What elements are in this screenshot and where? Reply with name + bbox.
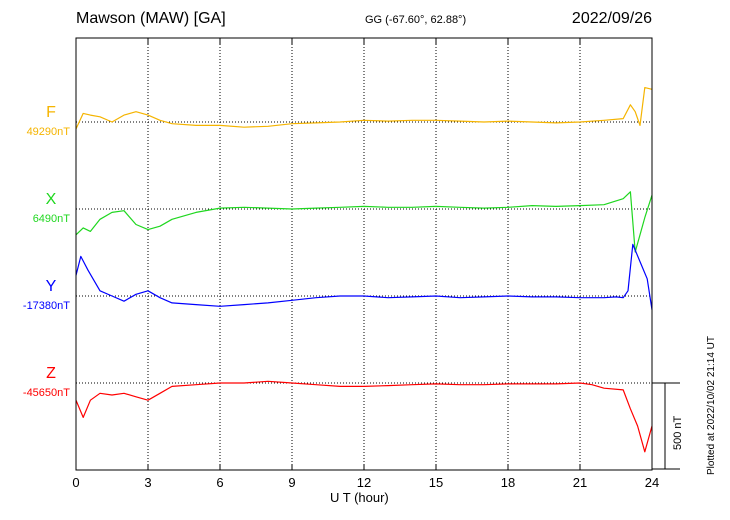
series-line-x	[75, 191, 653, 253]
component-name-z: Z	[46, 365, 56, 382]
x-tick-label: 18	[501, 475, 515, 490]
x-tick-label: 21	[573, 475, 587, 490]
x-tick-label: 15	[429, 475, 443, 490]
station-title: Mawson (MAW) [GA]	[76, 10, 226, 27]
x-axis-label: U T (hour)	[330, 490, 389, 505]
baseline-value-y: -17380nT	[22, 300, 70, 312]
grid-lines	[147, 38, 581, 470]
x-tick-label: 9	[288, 475, 295, 490]
series-line-f	[75, 86, 653, 130]
series-lines	[75, 86, 653, 453]
plot-date: 2022/09/26	[571, 10, 652, 27]
x-tick-label: 6	[216, 475, 223, 490]
x-tick-label: 12	[357, 475, 371, 490]
x-axis-ticks: 0 3 6 9 12 15 18 21 24	[72, 38, 659, 490]
scale-bar-label: 500 nT	[672, 415, 684, 450]
station-coordinates: GG (-67.60°, 62.88°)	[365, 14, 467, 26]
x-tick-label: 0	[72, 475, 79, 490]
component-name-y: Y	[45, 278, 57, 295]
plotted-timestamp: Plotted at 2022/10/02 21:14 UT	[706, 336, 717, 475]
scale-bar	[652, 382, 680, 470]
x-tick-label: 24	[645, 475, 659, 490]
x-tick-label: 3	[144, 475, 151, 490]
series-line-z	[75, 380, 653, 453]
series-line-y	[75, 243, 653, 310]
component-name-f: F	[46, 104, 56, 121]
component-name-x: X	[45, 191, 57, 208]
baseline-value-x: 6490nT	[32, 213, 70, 225]
baseline-value-z: -45650nT	[22, 387, 70, 399]
baseline-value-f: 49290nT	[26, 126, 70, 138]
